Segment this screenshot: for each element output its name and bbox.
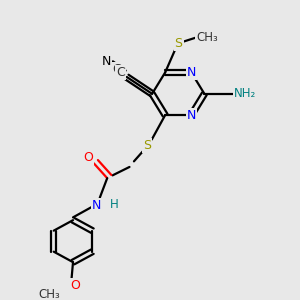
Text: N: N — [187, 109, 196, 122]
Text: O: O — [83, 151, 93, 164]
Text: S: S — [175, 37, 182, 50]
Text: O: O — [70, 280, 80, 292]
Text: N: N — [187, 66, 196, 79]
Text: C: C — [116, 66, 125, 79]
Text: N: N — [92, 199, 101, 212]
Text: H: H — [110, 198, 119, 211]
Text: CH₃: CH₃ — [38, 288, 60, 300]
Text: N: N — [101, 55, 111, 68]
Text: S: S — [143, 140, 151, 152]
Text: C: C — [112, 63, 122, 76]
Text: NH₂: NH₂ — [234, 87, 256, 100]
Text: CH₃: CH₃ — [196, 31, 218, 44]
